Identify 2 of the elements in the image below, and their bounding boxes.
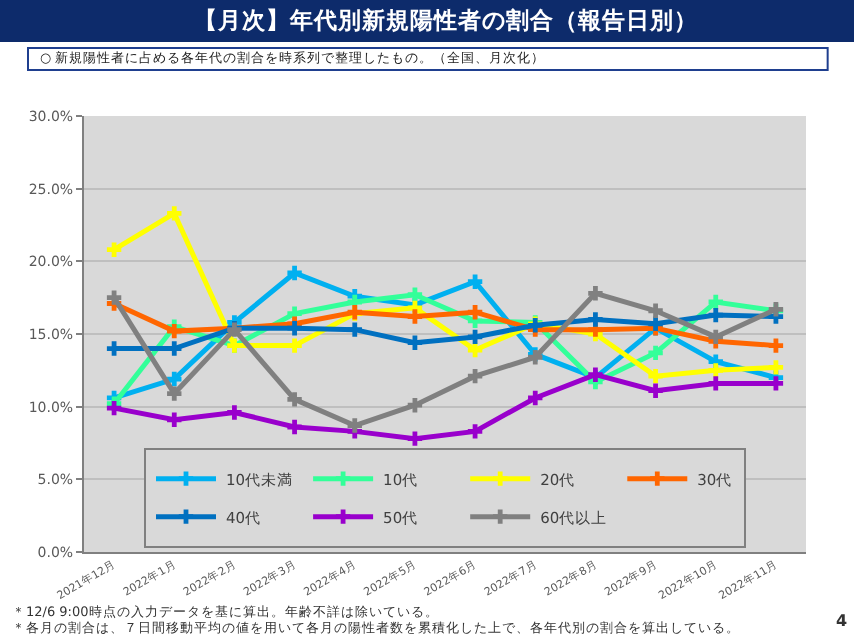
chart-title: 【月次】年代別新規陽性者の割合（報告日別） bbox=[194, 6, 698, 34]
text: 4 bbox=[836, 612, 848, 630]
